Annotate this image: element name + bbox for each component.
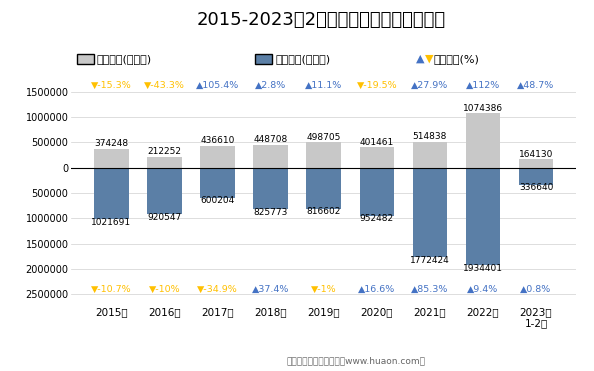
Text: 制图：华经产业研究院（www.huaon.com）: 制图：华经产业研究院（www.huaon.com） xyxy=(287,357,426,365)
Bar xyxy=(519,159,553,168)
Text: 514838: 514838 xyxy=(413,132,447,141)
Text: 920547: 920547 xyxy=(147,213,182,222)
Bar xyxy=(519,168,553,185)
Text: ▲: ▲ xyxy=(416,54,424,64)
Bar xyxy=(94,168,129,219)
Text: ▲11.1%: ▲11.1% xyxy=(305,81,342,90)
Text: ▼-15.3%: ▼-15.3% xyxy=(91,81,132,90)
Text: 448708: 448708 xyxy=(254,135,287,144)
Bar xyxy=(200,145,235,168)
Text: ▼-43.3%: ▼-43.3% xyxy=(144,81,185,90)
Text: ▼-10.7%: ▼-10.7% xyxy=(91,285,132,294)
Text: ▲0.8%: ▲0.8% xyxy=(520,285,552,294)
Text: 374248: 374248 xyxy=(94,139,128,148)
Text: 498705: 498705 xyxy=(307,133,341,142)
Bar xyxy=(307,142,341,168)
Text: ▼: ▼ xyxy=(425,54,433,64)
Bar xyxy=(147,157,182,168)
Text: 336640: 336640 xyxy=(519,183,553,192)
Text: 600204: 600204 xyxy=(201,197,235,206)
Text: ▼-1%: ▼-1% xyxy=(311,285,337,294)
Text: ▲37.4%: ▲37.4% xyxy=(252,285,289,294)
Text: 825773: 825773 xyxy=(254,208,288,217)
Text: 164130: 164130 xyxy=(519,150,553,158)
Bar xyxy=(307,168,341,209)
Text: ▲85.3%: ▲85.3% xyxy=(411,285,448,294)
Text: 2015-2023年2月海南经济特区进、出口额: 2015-2023年2月海南经济特区进、出口额 xyxy=(196,11,446,29)
Bar xyxy=(94,149,129,168)
Bar xyxy=(466,113,500,168)
Text: 436610: 436610 xyxy=(200,136,235,145)
Bar xyxy=(359,147,394,168)
Text: 1021691: 1021691 xyxy=(91,218,131,227)
Text: 1074386: 1074386 xyxy=(463,104,503,112)
Bar xyxy=(254,145,288,168)
Bar xyxy=(413,142,447,168)
Text: 同比增速(%): 同比增速(%) xyxy=(434,54,479,64)
Text: 212252: 212252 xyxy=(147,147,182,156)
Text: ▲16.6%: ▲16.6% xyxy=(358,285,396,294)
Bar xyxy=(147,168,182,214)
Bar xyxy=(200,168,235,198)
Text: 952482: 952482 xyxy=(360,214,394,223)
Text: ▲105.4%: ▲105.4% xyxy=(196,81,239,90)
Text: 出口总额(万美元): 出口总额(万美元) xyxy=(97,54,152,64)
Text: ▼-34.9%: ▼-34.9% xyxy=(197,285,238,294)
Bar xyxy=(413,168,447,257)
Text: 401461: 401461 xyxy=(360,138,394,147)
Text: ▲9.4%: ▲9.4% xyxy=(467,285,498,294)
Text: ▲48.7%: ▲48.7% xyxy=(517,81,555,90)
Text: 进口总额(万美元): 进口总额(万美元) xyxy=(275,54,330,64)
Text: ▲2.8%: ▲2.8% xyxy=(255,81,286,90)
Text: 1934401: 1934401 xyxy=(463,264,503,273)
Text: ▼-10%: ▼-10% xyxy=(148,285,181,294)
Text: 1772424: 1772424 xyxy=(410,256,450,265)
Bar xyxy=(359,168,394,216)
Bar xyxy=(254,168,288,209)
Text: 816602: 816602 xyxy=(307,207,341,216)
Text: ▲27.9%: ▲27.9% xyxy=(411,81,448,90)
Bar xyxy=(466,168,500,266)
Text: ▲112%: ▲112% xyxy=(466,81,500,90)
Text: ▼-19.5%: ▼-19.5% xyxy=(356,81,397,90)
